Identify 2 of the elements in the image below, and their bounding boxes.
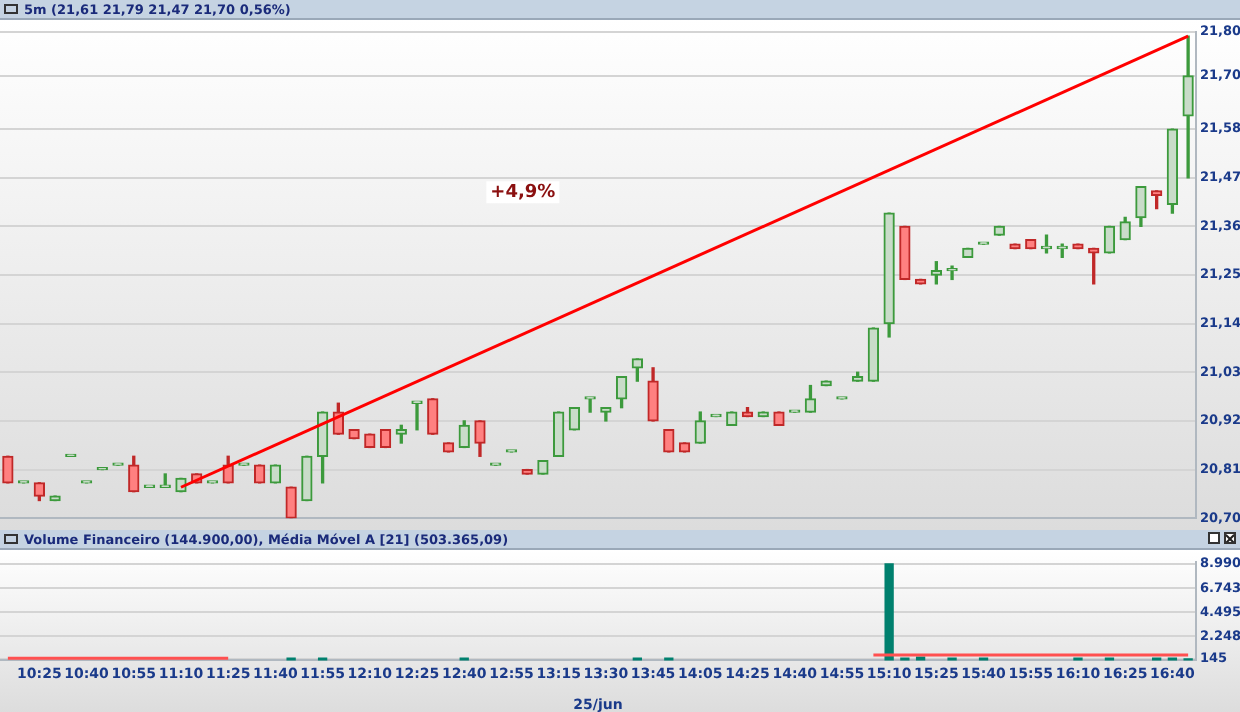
annotation: +4,9% xyxy=(490,183,556,204)
bar xyxy=(884,563,894,661)
